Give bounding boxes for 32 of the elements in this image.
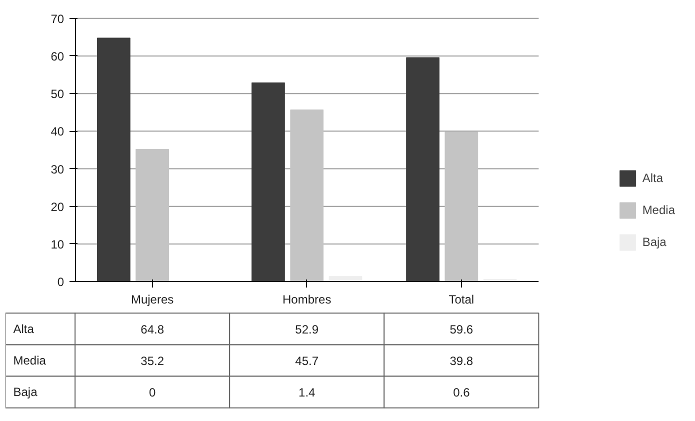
text: Baja [13,385,38,400]
data-label: 52.9 [295,322,319,336]
data-label: 0.6 [453,386,470,400]
text: Alta [13,322,34,336]
data-label: 35.2 [140,354,164,368]
legend-label: Baja [642,235,666,249]
text: Media [13,354,46,368]
data-label: 1.4 [298,386,316,400]
bar [444,132,478,282]
bar [252,82,285,282]
y-tick-label: 20 [50,200,64,214]
data-label: 39.8 [450,354,474,368]
y-tick-label: 50 [50,87,64,102]
bar [136,148,169,282]
bar [406,57,440,282]
x-tick-label: Hombres [282,292,332,307]
bar [97,38,130,282]
data-label: 0 [148,386,156,400]
legend-label: Alta [642,171,663,185]
y-tick-label: 0 [57,275,64,290]
x-tick-label: Total [448,292,474,307]
x-tick-label: Mujeres [130,292,174,307]
y-tick-label: 10 [50,237,64,252]
data-label: 64.8 [140,322,164,336]
y-tick-label: 70 [50,12,64,26]
bar [290,110,324,282]
data-label: 45.7 [295,354,319,368]
y-tick-label: 60 [50,49,64,64]
y-tick-label: 40 [50,124,64,139]
data-label: 59.6 [450,322,474,336]
legend-label: Media [642,203,675,217]
y-tick-label: 30 [50,162,64,176]
